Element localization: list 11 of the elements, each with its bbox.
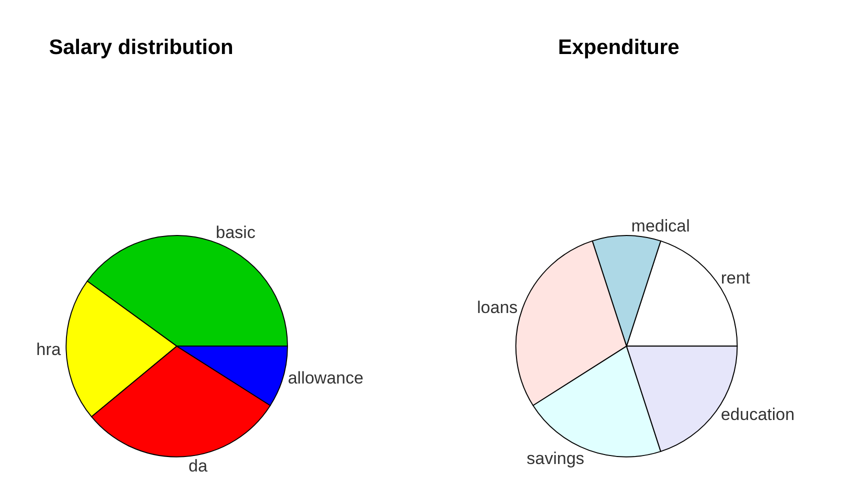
chart-title: Expenditure [558,36,680,59]
slice-label: savings [526,449,584,468]
slice-label: medical [631,216,690,236]
slice-label: hra [36,340,62,360]
slice-label: da [188,456,208,476]
slice-label: loans [477,298,518,318]
slice-label: rent [720,268,750,288]
slice-label: basic [216,222,256,242]
chart-title: Salary distribution [49,36,234,59]
slice-label: allowance [288,368,364,388]
slice-label: education [720,405,795,424]
